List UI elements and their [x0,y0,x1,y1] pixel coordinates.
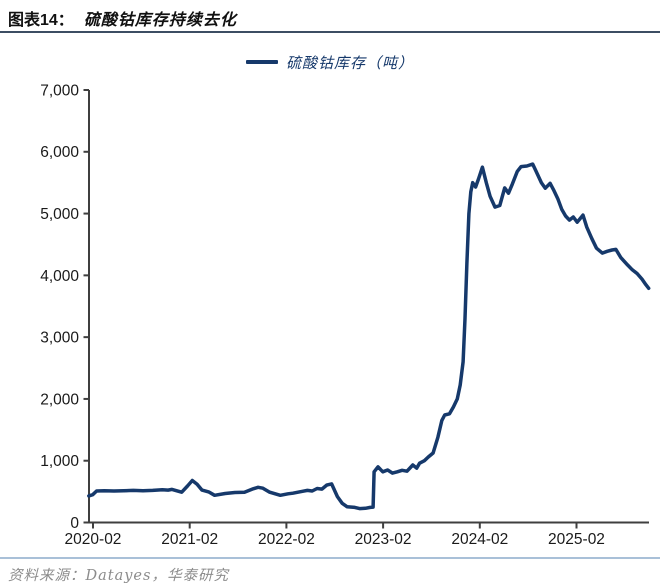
x-axis-label: 2023-02 [355,531,412,548]
figure-number-label: 图表14： [8,12,74,29]
y-axis-label: 6,000 [40,144,79,161]
legend: 硫酸钴库存（吨） [0,52,660,72]
figure-title: 图表14： 硫酸钴库存持续去化 [8,6,652,30]
y-axis-label: 3,000 [40,330,79,347]
y-axis-label: 7,000 [40,82,79,99]
x-axis-label: 2021-02 [161,531,218,548]
y-axis-label: 0 [70,515,79,532]
x-axis-label: 2025-02 [548,531,605,548]
footer-divider [0,557,660,559]
axes [88,90,649,524]
legend-label: 硫酸钴库存（吨） [285,53,414,72]
y-axis-label: 1,000 [40,453,79,470]
y-axis-label: 5,000 [40,206,79,223]
x-axis-label: 2024-02 [451,531,508,548]
legend-line-swatch [245,60,278,64]
y-axis-label: 4,000 [40,268,79,285]
series-line [87,162,651,511]
x-axis-label: 2020-02 [65,531,122,548]
figure-title-text: 硫酸钴库存持续去化 [83,10,237,29]
x-axis-label: 2022-02 [258,531,315,548]
title-divider [0,31,660,33]
y-axis-label: 2,000 [40,391,79,408]
source-note: 资料来源：Datayes，华泰研究 [8,568,229,584]
